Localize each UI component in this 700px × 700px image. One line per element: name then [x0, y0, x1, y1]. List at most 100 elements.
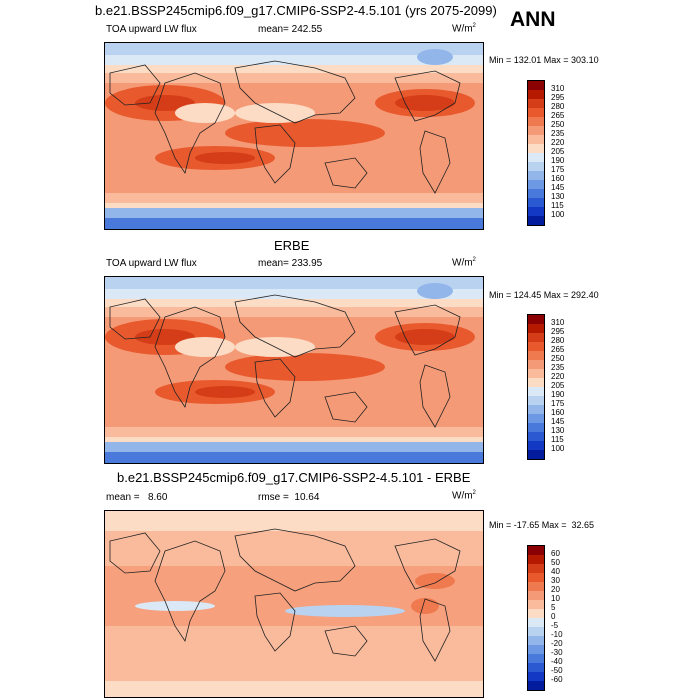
colorbar-swatch — [528, 591, 544, 600]
colorbar-tick-label: -5 — [551, 621, 559, 630]
panel2-map — [104, 276, 484, 464]
colorbar-tick-label: 265 — [551, 111, 565, 120]
colorbar-swatch — [528, 645, 544, 654]
colorbar-tick-label: 250 — [551, 354, 565, 363]
colorbar-swatch — [528, 654, 544, 663]
colorbar-tick-label: 130 — [551, 426, 565, 435]
panel1-minmax: Min = 132.01 Max = 303.10 — [489, 55, 599, 65]
colorbar-swatch — [528, 387, 544, 396]
colorbar-tick-label: 160 — [551, 174, 565, 183]
colorbar-swatch — [528, 582, 544, 591]
colorbar-swatch — [528, 81, 544, 90]
colorbar-swatch — [528, 324, 544, 333]
colorbar-tick-label: -10 — [551, 630, 563, 639]
colorbar-tick-label: 310 — [551, 318, 565, 327]
panel3-colorbar — [527, 545, 545, 691]
colorbar-tick-label: 175 — [551, 165, 565, 174]
colorbar-swatch — [528, 432, 544, 441]
colorbar-tick-label: 190 — [551, 156, 565, 165]
colorbar-tick-label: 30 — [551, 576, 560, 585]
colorbar-swatch — [528, 108, 544, 117]
colorbar-swatch — [528, 672, 544, 681]
colorbar-tick-label: -40 — [551, 657, 563, 666]
colorbar-tick-label: 175 — [551, 399, 565, 408]
panel3-units: W/m2 — [452, 490, 476, 502]
colorbar-tick-label: 280 — [551, 102, 565, 111]
colorbar-tick-label: 100 — [551, 210, 565, 219]
colorbar-tick-label: -20 — [551, 639, 563, 648]
colorbar-tick-label: 310 — [551, 84, 565, 93]
colorbar-swatch — [528, 126, 544, 135]
panel1-title: b.e21.BSSP245cmip6.f09_g17.CMIP6-SSP2-4.… — [95, 3, 497, 18]
colorbar-swatch — [528, 333, 544, 342]
colorbar-swatch — [528, 423, 544, 432]
panel3-rmse-label: rmse = 10.64 — [258, 492, 320, 503]
colorbar-swatch — [528, 555, 544, 564]
colorbar-swatch — [528, 117, 544, 126]
colorbar-tick-label: 20 — [551, 585, 560, 594]
colorbar-tick-label: 145 — [551, 183, 565, 192]
colorbar-tick-label: -50 — [551, 666, 563, 675]
colorbar-swatch — [528, 90, 544, 99]
colorbar-swatch — [528, 99, 544, 108]
colorbar-swatch — [528, 627, 544, 636]
colorbar-tick-label: 115 — [551, 201, 564, 210]
colorbar-tick-label: 130 — [551, 192, 565, 201]
colorbar-tick-label: 250 — [551, 120, 565, 129]
panel2-minmax: Min = 124.45 Max = 292.40 — [489, 290, 599, 300]
panel2-title: ERBE — [274, 238, 310, 253]
colorbar-tick-label: 0 — [551, 612, 556, 621]
panel1-variable-label: TOA upward LW flux — [106, 24, 197, 35]
colorbar-swatch — [528, 414, 544, 423]
colorbar-tick-label: 295 — [551, 93, 565, 102]
colorbar-swatch — [528, 153, 544, 162]
colorbar-tick-label: 235 — [551, 363, 565, 372]
colorbar-swatch — [528, 360, 544, 369]
colorbar-tick-label: 280 — [551, 336, 565, 345]
panel3-minmax: Min = -17.65 Max = 32.65 — [489, 520, 595, 530]
panel2-units: W/m2 — [452, 257, 476, 269]
colorbar-swatch — [528, 609, 544, 618]
panel2-mean-label: mean= 233.95 — [258, 258, 323, 269]
colorbar-swatch — [528, 369, 544, 378]
colorbar-swatch — [528, 144, 544, 153]
colorbar-swatch — [528, 351, 544, 360]
colorbar-tick-label: 5 — [551, 603, 556, 612]
colorbar-swatch — [528, 618, 544, 627]
colorbar-tick-label: -60 — [551, 675, 563, 684]
colorbar-swatch — [528, 600, 544, 609]
colorbar-tick-label: 160 — [551, 408, 565, 417]
colorbar-swatch — [528, 198, 544, 207]
colorbar-swatch — [528, 315, 544, 324]
colorbar-swatch — [528, 189, 544, 198]
colorbar-swatch — [528, 546, 544, 555]
colorbar-tick-label: 220 — [551, 138, 565, 147]
colorbar-tick-label: 205 — [551, 381, 565, 390]
season-label: ANN — [510, 8, 556, 31]
colorbar-swatch — [528, 216, 544, 225]
colorbar-swatch — [528, 681, 544, 690]
colorbar-swatch — [528, 663, 544, 672]
panel1-colorbar — [527, 80, 545, 226]
colorbar-tick-label: 190 — [551, 390, 565, 399]
colorbar-swatch — [528, 171, 544, 180]
colorbar-swatch — [528, 441, 544, 450]
colorbar-swatch — [528, 396, 544, 405]
colorbar-tick-label: 265 — [551, 345, 565, 354]
panel2-colorbar — [527, 314, 545, 460]
colorbar-tick-label: 60 — [551, 549, 560, 558]
colorbar-swatch — [528, 564, 544, 573]
panel1-map — [104, 42, 484, 230]
panel3-title: b.e21.BSSP245cmip6.f09_g17.CMIP6-SSP2-4.… — [117, 470, 471, 485]
colorbar-tick-label: 115 — [551, 435, 564, 444]
colorbar-tick-label: 50 — [551, 558, 560, 567]
colorbar-swatch — [528, 636, 544, 645]
colorbar-tick-label: 205 — [551, 147, 565, 156]
colorbar-swatch — [528, 378, 544, 387]
colorbar-swatch — [528, 342, 544, 351]
panel1-units: W/m2 — [452, 23, 476, 35]
panel3-map — [104, 510, 484, 698]
colorbar-swatch — [528, 573, 544, 582]
colorbar-swatch — [528, 180, 544, 189]
colorbar-tick-label: -30 — [551, 648, 563, 657]
